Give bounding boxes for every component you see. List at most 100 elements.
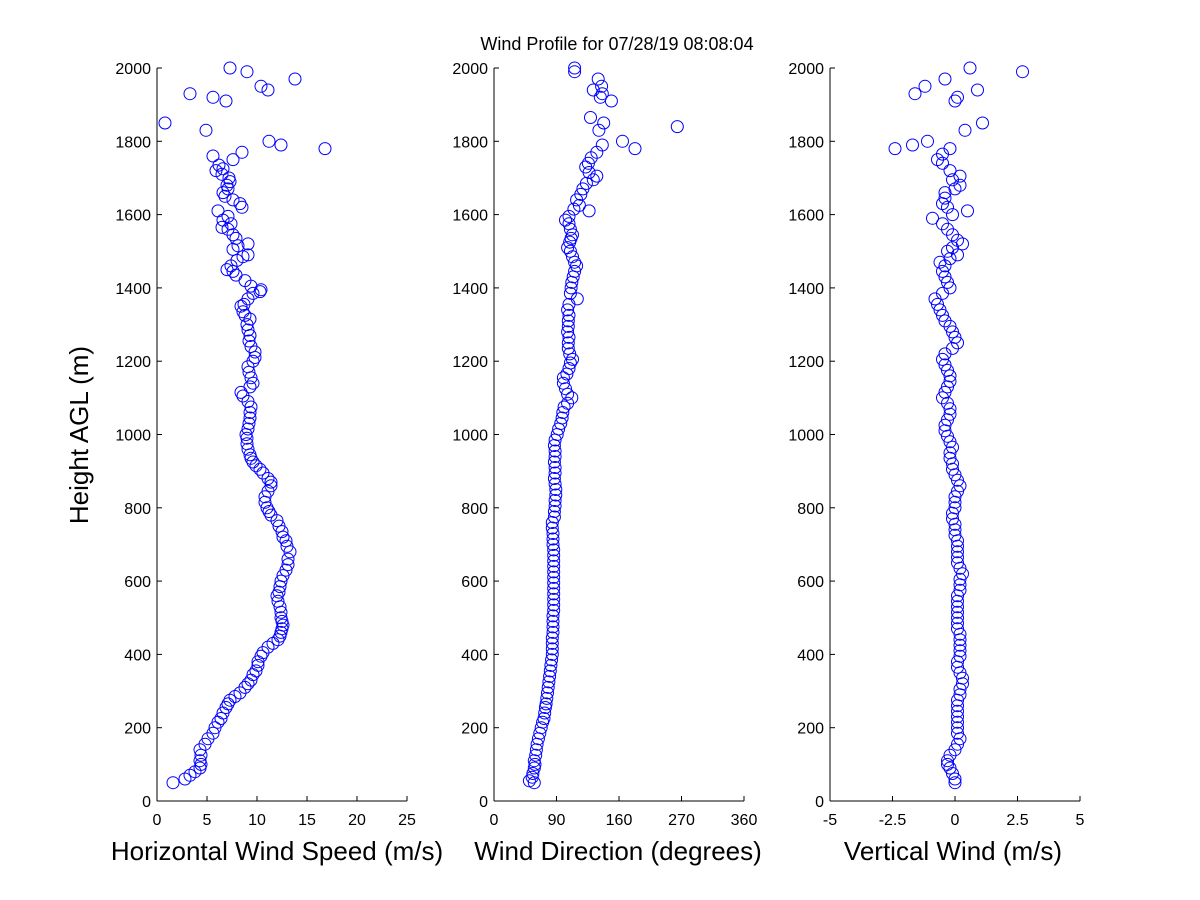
data-point <box>938 314 952 328</box>
y-tick-label: 1400 <box>115 281 151 298</box>
y-tick-label: 600 <box>797 574 824 591</box>
data-point <box>243 380 257 394</box>
data-point <box>281 558 295 572</box>
data-point <box>236 305 250 319</box>
data-point <box>199 123 213 137</box>
y-tick-label: 0 <box>142 794 151 811</box>
data-point <box>251 658 265 672</box>
data-point <box>223 693 237 707</box>
data-point <box>953 169 967 183</box>
data-point <box>288 72 302 86</box>
data-point <box>548 494 562 507</box>
data-point <box>941 200 954 214</box>
data-point <box>183 87 197 101</box>
data-point <box>545 516 559 529</box>
data-point <box>953 479 967 493</box>
data-point <box>941 754 954 768</box>
data-point <box>235 145 249 159</box>
y-tick-label: 1000 <box>452 428 488 445</box>
data-point <box>563 244 577 258</box>
data-point <box>549 483 563 496</box>
data-point <box>223 61 237 75</box>
data-point <box>591 72 605 86</box>
data-point <box>938 385 952 399</box>
data-point <box>953 644 967 658</box>
data-point <box>908 87 922 101</box>
data-point <box>563 356 577 370</box>
data-point <box>240 65 254 79</box>
data-point <box>266 636 280 650</box>
y-axis-label: Height AGL (m) <box>64 346 94 524</box>
data-point <box>543 669 557 683</box>
data-point <box>224 217 238 231</box>
data-point <box>219 701 233 714</box>
data-point <box>590 169 604 183</box>
data-point <box>220 178 234 192</box>
data-point <box>261 640 275 654</box>
data-point <box>906 138 919 152</box>
data-point <box>941 275 954 289</box>
data-point <box>243 312 257 326</box>
data-point <box>548 499 562 513</box>
data-point <box>215 220 229 234</box>
data-point <box>938 270 952 284</box>
data-point <box>948 772 962 786</box>
data-point <box>236 389 250 403</box>
data-point <box>951 605 964 619</box>
data-point <box>951 473 964 487</box>
y-tick-label: 1400 <box>788 281 824 298</box>
data-point <box>219 94 233 108</box>
data-point <box>592 123 606 137</box>
data-point <box>951 704 964 718</box>
y-tick-label: 1400 <box>452 281 488 298</box>
data-point <box>547 510 561 524</box>
data-point <box>272 519 286 533</box>
data-point <box>595 87 609 101</box>
data-point <box>616 134 629 148</box>
data-point <box>540 691 554 705</box>
data-point <box>943 164 957 178</box>
data-point <box>233 197 247 211</box>
data-point <box>221 209 235 223</box>
data-point <box>526 767 540 780</box>
data-point <box>547 576 561 590</box>
data-point <box>545 521 559 535</box>
data-point <box>561 336 575 350</box>
data-point <box>280 539 294 553</box>
data-point <box>943 761 957 775</box>
data-point <box>597 116 611 130</box>
data-point <box>249 664 263 678</box>
data-point <box>562 308 576 322</box>
data-point <box>943 281 957 295</box>
data-point <box>264 479 278 493</box>
data-point <box>254 283 268 297</box>
data-point <box>249 459 263 473</box>
y-tick-label: 600 <box>124 574 151 591</box>
data-point <box>958 123 972 137</box>
data-point <box>936 264 949 278</box>
data-point <box>234 385 248 399</box>
data-point <box>548 461 562 474</box>
data-point <box>948 528 962 542</box>
data-point <box>546 527 560 540</box>
data-point <box>938 191 952 205</box>
data-point <box>941 757 954 771</box>
data-point <box>963 61 977 75</box>
data-point <box>206 149 220 163</box>
data-point <box>561 241 575 255</box>
data-point <box>527 754 541 768</box>
data-point <box>543 664 557 678</box>
data-point <box>953 583 967 597</box>
data-point <box>271 594 285 608</box>
data-point <box>628 142 642 156</box>
data-point <box>943 446 957 460</box>
data-point <box>961 204 974 218</box>
data-point <box>220 263 234 277</box>
y-tick-label: 200 <box>797 721 824 738</box>
data-point <box>214 712 228 725</box>
data-point <box>951 248 964 262</box>
data-point <box>951 715 964 729</box>
data-point <box>243 411 257 425</box>
data-point <box>216 186 230 200</box>
